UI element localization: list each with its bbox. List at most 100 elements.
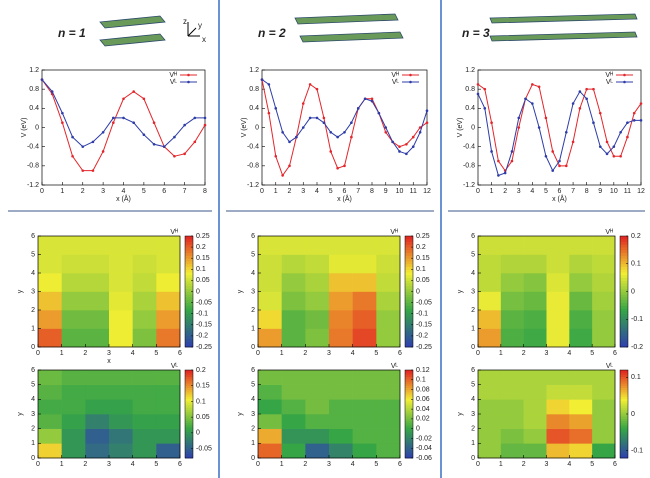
x-tick-label: 9 bbox=[598, 188, 602, 195]
marker bbox=[599, 112, 602, 115]
x-tick-label: 5 bbox=[374, 350, 378, 357]
marker bbox=[511, 150, 514, 153]
heat-cell bbox=[376, 414, 400, 429]
marker bbox=[364, 97, 367, 100]
marker bbox=[316, 88, 319, 91]
marker bbox=[640, 119, 643, 122]
heat-cell bbox=[258, 310, 282, 329]
marker bbox=[531, 102, 534, 105]
heat-cell bbox=[109, 310, 133, 329]
marker bbox=[71, 155, 74, 158]
colorbar-tick-label: 0.08 bbox=[416, 386, 430, 393]
y-tick-label: 5 bbox=[471, 382, 475, 389]
heat-cell bbox=[478, 443, 501, 458]
x-tick-label: 0 bbox=[40, 188, 44, 195]
heat-cell bbox=[592, 255, 615, 274]
x-tick-label: 4 bbox=[351, 461, 355, 468]
heat-cell bbox=[524, 329, 547, 348]
y-tick-label: 1 bbox=[471, 440, 475, 447]
heat-cell bbox=[109, 255, 133, 274]
y-tick-label: 0 bbox=[31, 344, 35, 351]
x-tick-label: 4 bbox=[122, 188, 126, 195]
heat-cell bbox=[85, 273, 109, 292]
colorbar-step bbox=[185, 253, 193, 256]
heat-cell bbox=[353, 255, 377, 274]
y-tick-label: -1.2 bbox=[27, 182, 39, 189]
x-tick-label: 0 bbox=[36, 461, 40, 468]
x-tick-label: 3 bbox=[327, 461, 331, 468]
heat-cell bbox=[62, 329, 86, 348]
heat-cell bbox=[353, 292, 377, 311]
colorbar-step bbox=[405, 339, 413, 342]
heat-cell bbox=[329, 414, 353, 429]
marker bbox=[579, 90, 582, 93]
heat-cell bbox=[133, 329, 157, 348]
colorbar-step bbox=[405, 297, 413, 300]
y-tick-label: 0.4 bbox=[465, 105, 475, 112]
colorbar-step bbox=[620, 258, 628, 261]
y-tick-label: 1 bbox=[251, 325, 255, 332]
marker bbox=[268, 112, 271, 115]
heat-cell bbox=[282, 273, 306, 292]
y-tick-label: 6 bbox=[471, 233, 475, 240]
heat-cell bbox=[62, 310, 86, 329]
marker bbox=[538, 126, 541, 129]
legend-label: Vᴸ bbox=[170, 79, 178, 86]
marker bbox=[511, 160, 514, 163]
marker bbox=[426, 121, 429, 124]
heat-cell bbox=[329, 399, 353, 414]
heat-cell bbox=[376, 236, 400, 255]
marker bbox=[81, 145, 84, 148]
colorbar-step bbox=[185, 250, 193, 253]
heat-cell bbox=[133, 255, 157, 274]
heat-cell bbox=[133, 443, 157, 458]
colorbar-step bbox=[620, 297, 628, 300]
colorbar-tick-label: -0.05 bbox=[196, 445, 212, 452]
heat-cell bbox=[547, 310, 570, 329]
heat-cell bbox=[133, 236, 157, 255]
colorbar-step bbox=[185, 330, 193, 333]
heat-cell bbox=[85, 370, 109, 385]
heat-cell bbox=[156, 329, 180, 348]
colorbar-tick-label: -0.1 bbox=[631, 316, 643, 323]
heat-cell bbox=[376, 370, 400, 385]
heat-cell bbox=[156, 385, 180, 400]
marker bbox=[102, 131, 105, 134]
legend-label: Vᴸ bbox=[392, 79, 400, 86]
y-axis-label: y bbox=[457, 412, 464, 416]
heat-cell bbox=[329, 370, 353, 385]
axis-icon-label: x bbox=[202, 35, 206, 44]
heat-cell bbox=[569, 255, 592, 274]
heat-cell bbox=[133, 370, 157, 385]
colorbar-step bbox=[405, 316, 413, 319]
heat-cell bbox=[109, 443, 133, 458]
y-tick-label: 1 bbox=[471, 325, 475, 332]
marker bbox=[419, 131, 422, 134]
marker bbox=[274, 155, 277, 158]
colorbar-step bbox=[185, 303, 193, 306]
heat-cell bbox=[329, 273, 353, 292]
heat-cell bbox=[85, 385, 109, 400]
colorbar-title: Vᴴ bbox=[390, 229, 398, 236]
marker bbox=[81, 169, 84, 172]
y-tick-label: 4 bbox=[31, 396, 35, 403]
colorbar-step bbox=[620, 328, 628, 331]
colorbar-tick-label: -0.05 bbox=[196, 299, 212, 306]
x-tick-label: 2 bbox=[522, 350, 526, 357]
colorbar-tick-label: 0.2 bbox=[631, 233, 641, 240]
heat-cell bbox=[353, 273, 377, 292]
x-tick-label: 0 bbox=[476, 188, 480, 195]
marker bbox=[41, 78, 44, 81]
heat-cell bbox=[258, 329, 282, 348]
colorbar-step bbox=[405, 292, 413, 295]
heat-cell bbox=[62, 273, 86, 292]
colorbar-tick-label: 0.06 bbox=[416, 396, 430, 403]
marker bbox=[531, 83, 534, 86]
heat-cell bbox=[85, 236, 109, 255]
colorbar-tick-label: 0 bbox=[631, 411, 635, 418]
heat-cell bbox=[547, 236, 570, 255]
heat-cell bbox=[478, 236, 501, 255]
x-tick-label: 3 bbox=[107, 350, 111, 357]
y-tick-label: 1 bbox=[251, 440, 255, 447]
heat-cell bbox=[38, 255, 62, 274]
